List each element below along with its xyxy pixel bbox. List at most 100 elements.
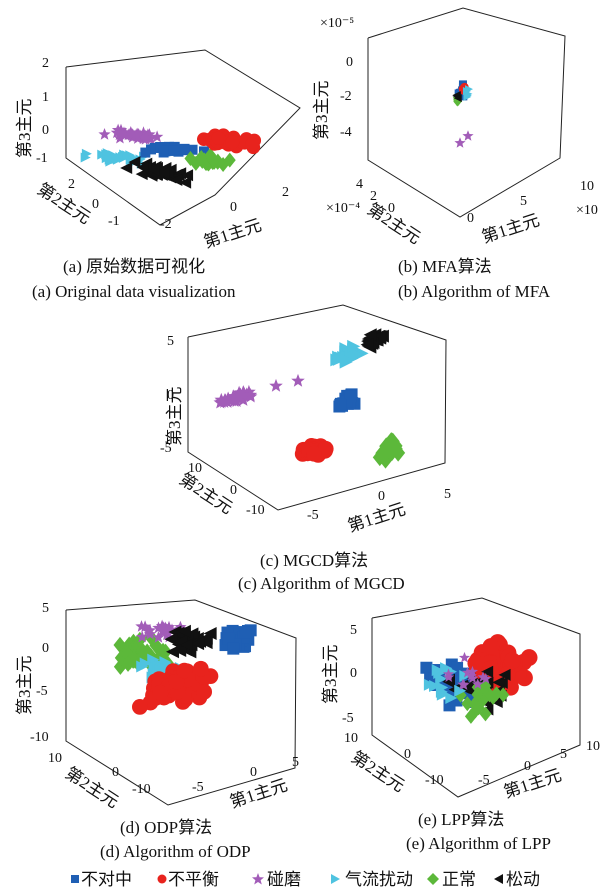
panel-d-point-looseness <box>164 632 178 646</box>
panel-e-x-label: 第1主元 <box>501 765 563 801</box>
panel-a-point-rubbing <box>124 126 137 138</box>
panel-a-point-airflow <box>97 149 108 160</box>
panel-a-point-looseness <box>181 169 194 182</box>
panel-b-y-tick-2: 0 <box>388 201 395 216</box>
panel-d-point-imbalance <box>176 662 193 679</box>
panel-b-x-tick-1: 5 <box>520 194 527 209</box>
panel-e-point-normal <box>471 686 484 702</box>
legend-marker-imbalance <box>157 874 167 884</box>
panel-a-y-tick-2: -1 <box>108 214 120 229</box>
panel-b-x-multiplier: ×10 <box>576 203 598 218</box>
panel-a-point-misalignment <box>187 144 198 155</box>
panel-c-z-tick-2: -5 <box>160 441 172 456</box>
panel-d-z-label: 第3主元 <box>15 656 34 716</box>
panel-d-point-looseness <box>199 636 213 650</box>
legend-label-misalignment: 不对中 <box>81 870 132 889</box>
panel-a-points <box>80 123 262 189</box>
panel-a-point-looseness <box>136 161 149 174</box>
panel-d-point-rubbing <box>160 628 173 641</box>
panel-a-point-misalignment <box>149 142 160 153</box>
panel-e-points <box>420 634 538 724</box>
panel-b-x-tick-2: 10 <box>580 179 594 194</box>
panel-d-point-looseness <box>177 624 191 638</box>
panel-d: 5 0 -5 -10 第3主元 10 0 -10 第2主元 -5 0 5 第1主… <box>15 599 299 861</box>
panel-c-frame <box>187 304 447 511</box>
panel-b-y-tick-0: 4 <box>356 177 363 192</box>
legend-label-imbalance: 不平衡 <box>168 870 219 889</box>
panel-b-caption-en: (b) Algorithm of MFA <box>398 282 551 301</box>
panel-e-point-rubbing <box>477 671 489 682</box>
legend: 不对中 不平衡 碰磨 气流扰动 正常 松动 <box>71 870 540 889</box>
panel-d-z-tick-3: -10 <box>30 730 49 745</box>
panel-e-point-airflow <box>445 692 458 705</box>
panel-d-points <box>113 619 257 715</box>
panel-d-point-rubbing <box>155 619 169 632</box>
panel-c-point-rubbing <box>218 393 232 407</box>
panel-c-point-misalignment <box>344 390 357 403</box>
panel-a-point-normal <box>204 147 217 163</box>
panel-e-point-looseness <box>490 695 503 708</box>
panel-d-point-rubbing <box>152 631 165 643</box>
panel-b-point-looseness <box>453 94 462 103</box>
panel-b-caption-cn: (b) MFA算法 <box>398 257 492 276</box>
panel-b-point-airflow <box>463 92 472 101</box>
panel-a-point-looseness <box>147 163 160 176</box>
panel-d-point-rubbing <box>152 621 165 634</box>
panel-a-z-tick-3: -1 <box>36 151 48 166</box>
panel-d-caption-en: (d) Algorithm of ODP <box>100 842 251 861</box>
panel-e-point-rubbing <box>472 678 484 689</box>
legend-marker-normal <box>427 873 439 885</box>
panel-a-point-normal <box>217 156 230 172</box>
panel-e-point-airflow <box>431 664 444 677</box>
panel-c-points <box>213 328 406 469</box>
panel-a-caption-en: (a) Original data visualization <box>32 282 236 301</box>
legend-label-normal: 正常 <box>442 870 476 889</box>
panel-b-point-rubbing <box>454 137 466 148</box>
panel-e-x-tick-1: 0 <box>524 759 531 774</box>
panel-e-caption-en: (e) Algorithm of LPP <box>406 834 551 853</box>
panel-c-point-rubbing <box>215 394 229 408</box>
panel-b-z-tick-1: -2 <box>340 89 352 104</box>
panel-e-point-rubbing <box>480 673 492 684</box>
panel-a-point-rubbing <box>150 130 164 143</box>
legend-label-rubbing: 碰磨 <box>267 870 301 889</box>
panel-a-point-rubbing <box>139 132 152 145</box>
panel-c-point-looseness <box>363 328 377 342</box>
panel-d-point-imbalance <box>131 699 148 715</box>
panel-e-point-rubbing <box>467 672 479 684</box>
panel-e-frame <box>371 597 581 798</box>
panel-d-point-misalignment <box>227 642 240 655</box>
panel-c-caption-en: (c) Algorithm of MGCD <box>238 574 405 593</box>
panel-d-y-tick-1: 0 <box>112 765 119 780</box>
panel-a-point-rubbing <box>130 128 143 141</box>
panel-b-y-tick-1: 2 <box>370 189 377 204</box>
panel-d-point-looseness <box>203 627 217 641</box>
panel-e-point-airflow <box>454 684 467 697</box>
panel-e-point-looseness <box>495 676 508 689</box>
panel-a-z-tick-1: 1 <box>42 90 49 105</box>
panel-b-point-airflow <box>462 86 471 95</box>
panel-a-y-label: 第2主元 <box>34 179 94 227</box>
panel-d-point-looseness <box>179 638 193 652</box>
panel-d-point-imbalance <box>192 660 209 677</box>
panel-e-x-tick-0: -5 <box>478 773 490 788</box>
panel-c-point-rubbing <box>236 388 250 401</box>
panel-c-point-rubbing <box>269 378 283 392</box>
panel-a-point-misalignment <box>177 144 188 155</box>
panel-a-point-misalignment <box>155 141 166 152</box>
panel-b-z-tick-2: -4 <box>340 125 352 140</box>
panel-c-z-tick-0: 5 <box>167 334 174 349</box>
panel-a-point-airflow <box>104 154 115 165</box>
panel-e-caption-cn: (e) LPP算法 <box>418 810 504 829</box>
panel-c-point-looseness <box>360 338 374 352</box>
legend-marker-airflow <box>331 874 340 884</box>
panel-a-point-looseness <box>157 167 170 180</box>
panel-c-x-tick-2: 5 <box>444 487 451 502</box>
panel-d-point-rubbing <box>162 620 176 633</box>
panel-a-point-looseness <box>179 176 192 189</box>
panel-e-point-looseness <box>481 665 494 678</box>
panel-a-point-rubbing <box>141 128 155 141</box>
panel-a-point-airflow <box>122 150 133 161</box>
legend-marker-rubbing <box>252 873 264 885</box>
panel-e-z-tick-0: 5 <box>350 623 357 638</box>
